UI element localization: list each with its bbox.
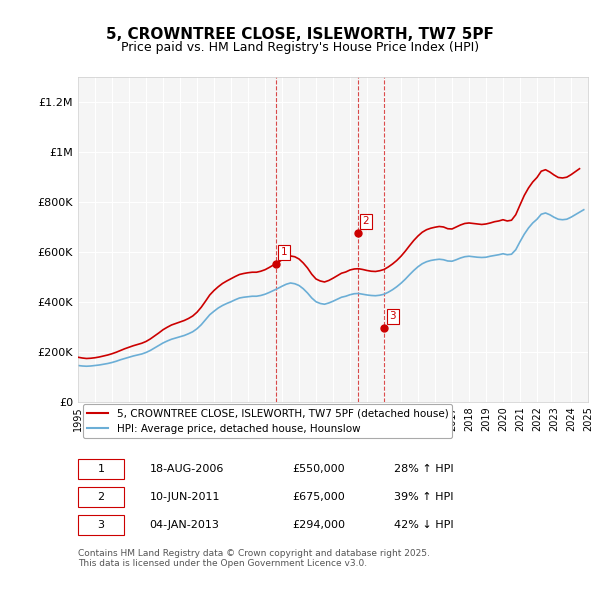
FancyBboxPatch shape	[78, 515, 124, 535]
Text: £675,000: £675,000	[292, 492, 345, 502]
Text: 3: 3	[389, 312, 396, 322]
Text: 2: 2	[97, 492, 104, 502]
Text: Contains HM Land Registry data © Crown copyright and database right 2025.
This d: Contains HM Land Registry data © Crown c…	[78, 549, 430, 568]
Text: £550,000: £550,000	[292, 464, 345, 474]
Text: 04-JAN-2013: 04-JAN-2013	[149, 520, 219, 530]
Text: 18-AUG-2006: 18-AUG-2006	[149, 464, 224, 474]
Text: 1: 1	[281, 247, 287, 257]
Text: £294,000: £294,000	[292, 520, 345, 530]
Text: 5, CROWNTREE CLOSE, ISLEWORTH, TW7 5PF: 5, CROWNTREE CLOSE, ISLEWORTH, TW7 5PF	[106, 27, 494, 41]
FancyBboxPatch shape	[78, 487, 124, 507]
Text: 2: 2	[362, 216, 369, 226]
Text: 42% ↓ HPI: 42% ↓ HPI	[394, 520, 454, 530]
Text: Price paid vs. HM Land Registry's House Price Index (HPI): Price paid vs. HM Land Registry's House …	[121, 41, 479, 54]
Text: 28% ↑ HPI: 28% ↑ HPI	[394, 464, 454, 474]
Text: 10-JUN-2011: 10-JUN-2011	[149, 492, 220, 502]
Legend: 5, CROWNTREE CLOSE, ISLEWORTH, TW7 5PF (detached house), HPI: Average price, det: 5, CROWNTREE CLOSE, ISLEWORTH, TW7 5PF (…	[83, 404, 452, 438]
FancyBboxPatch shape	[78, 458, 124, 479]
Text: 1: 1	[97, 464, 104, 474]
Text: 39% ↑ HPI: 39% ↑ HPI	[394, 492, 454, 502]
Text: 3: 3	[97, 520, 104, 530]
